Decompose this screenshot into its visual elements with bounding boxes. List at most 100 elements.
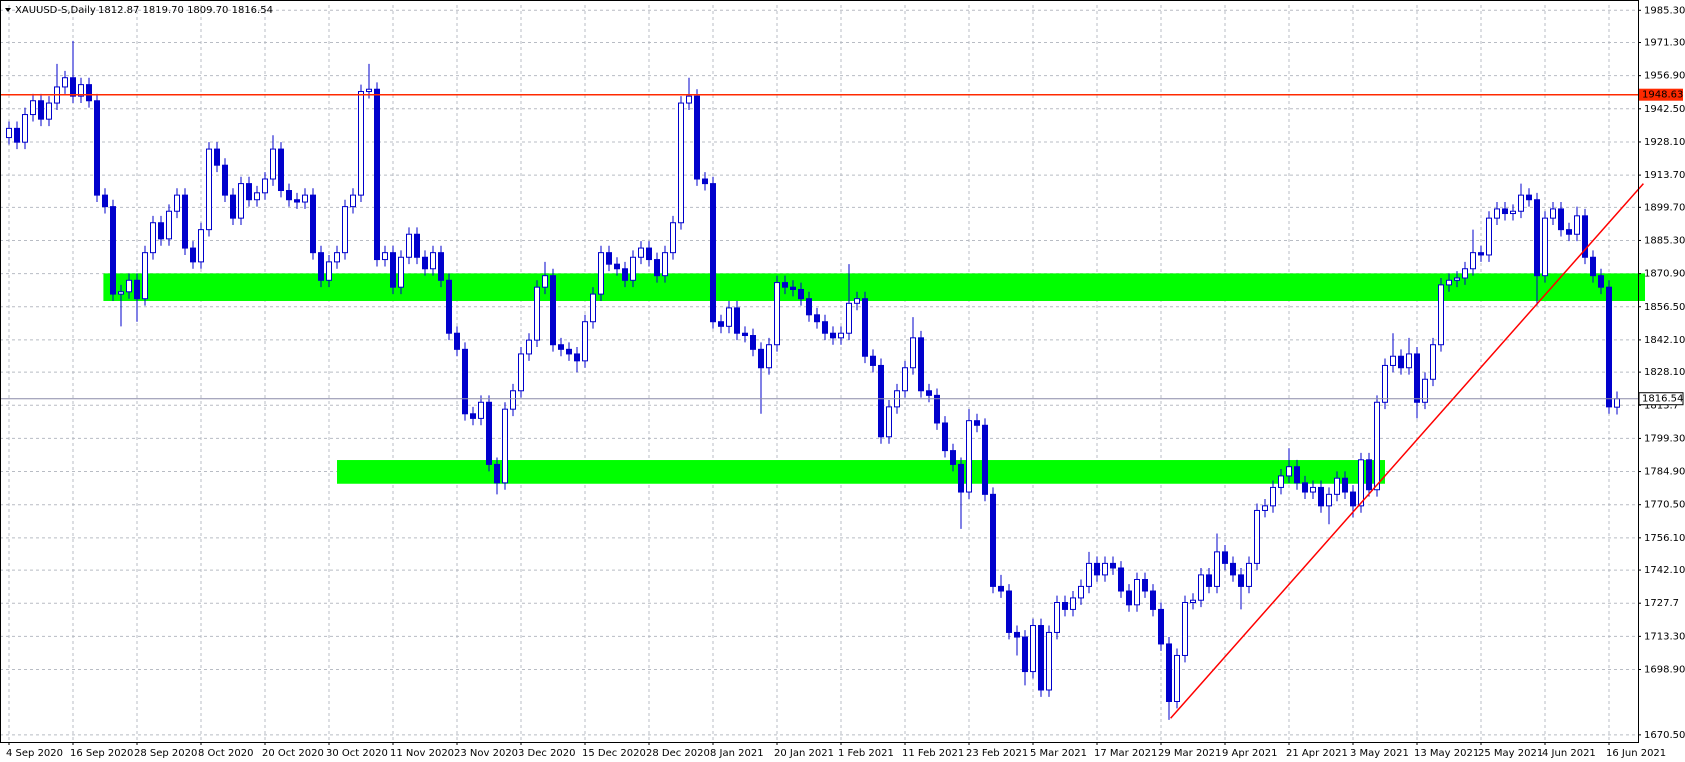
candle-body [1574,215,1580,235]
candle-body [590,293,596,323]
candle-body [950,450,956,465]
candle-body [502,408,508,484]
candle-body [1334,477,1340,495]
candle-body [86,84,92,102]
candle-body [1206,574,1212,587]
candle-body [734,307,740,334]
candle-body [750,335,756,350]
candle-body [390,252,396,288]
candle-body [446,279,452,334]
y-tick-label: 1670.50 [1644,730,1685,741]
x-tick-label: 11 Nov 2020 [390,748,454,759]
y-tick-label: 1770.50 [1644,500,1685,511]
candle-body [334,252,340,263]
candle-body [302,194,308,203]
chart-title: XAUUSD-S,Daily [15,5,96,16]
x-tick-label: 28 Sep 2020 [134,748,197,759]
candle-body [1366,459,1372,491]
candle-body [1566,229,1572,235]
candle-body [1046,631,1052,691]
candle-body [902,367,908,392]
candle-body [126,279,132,293]
candle-body [1110,562,1116,569]
candle-body [846,302,852,334]
candle-body [630,256,636,281]
candle-body [774,282,780,346]
candle-body [1478,252,1484,256]
x-tick-label: 23 Feb 2021 [966,748,1028,759]
y-tick-label: 1742.10 [1644,565,1685,576]
candle-body [30,100,36,116]
candle-body [606,252,612,265]
candle-body [510,390,516,410]
candle-body [758,348,764,369]
candle-body [678,102,684,224]
candle-body [62,77,68,88]
candle-body [1350,491,1356,507]
x-tick-label: 15 Dec 2020 [582,748,646,759]
candle-body [1070,597,1076,610]
y-tick-label: 1899.70 [1644,202,1685,213]
candle-body [1158,608,1164,645]
candle-body [486,401,492,465]
candle-body [1406,353,1412,369]
y-tick-label: 1813.7 [1644,400,1679,411]
candle-body [990,493,996,587]
candle-body [854,298,860,304]
x-tick-label: 16 Jun 2021 [1606,748,1666,759]
candle-body [870,355,876,366]
candle-body [1222,551,1228,564]
candle-body [318,252,324,281]
candle-body [1118,567,1124,592]
candle-body [1166,643,1172,702]
x-tick-label: 20 Jan 2021 [774,748,834,759]
candle-body [1534,199,1540,277]
candle-body [566,348,572,355]
y-tick-label: 1698.90 [1644,664,1685,675]
candle-body [1150,590,1156,610]
candle-body [374,88,380,261]
candle-body [382,252,388,261]
candle-body [998,585,1004,592]
y-tick-label: 1713.30 [1644,631,1685,642]
candle-body [1182,602,1188,656]
symbol-menu-arrow [5,8,11,12]
candle-body [38,100,44,120]
x-tick-label: 30 Oct 2020 [326,748,388,759]
candle-body [1374,401,1380,491]
candle-body [1254,509,1260,564]
x-tick-label: 3 May 2021 [1350,748,1409,759]
candle-body [46,102,52,120]
candle-body [518,353,524,392]
x-tick-label: 17 Mar 2021 [1094,748,1157,759]
candle-body [1198,574,1204,601]
y-tick-label: 1784.90 [1644,467,1685,478]
candle-body [1358,459,1364,507]
candle-body [94,100,100,196]
candle-body [270,148,276,180]
candle-body [550,275,556,346]
candle-body [766,344,772,369]
candle-body [470,413,476,419]
candle-body [158,222,164,240]
candle-body [830,332,836,339]
x-tick-label: 28 Dec 2020 [646,748,710,759]
candle-body [478,401,484,419]
candle-body [174,194,180,212]
candle-body [150,222,156,254]
candle-body [638,247,644,258]
candle-body [1310,486,1316,493]
y-tick-label: 1756.10 [1644,533,1685,544]
candle-body [878,364,884,438]
candle-body [1430,344,1436,380]
candle-body [1030,625,1036,673]
candle-body [1294,466,1300,484]
y-tick-label: 1928.10 [1644,137,1685,148]
candle-body [1510,210,1516,215]
candle-body [70,77,76,97]
candle-body [286,190,292,201]
candle-body [622,268,628,281]
candle-body [1390,355,1396,366]
y-tick-label: 1885.30 [1644,235,1685,246]
candle-body [326,261,332,281]
